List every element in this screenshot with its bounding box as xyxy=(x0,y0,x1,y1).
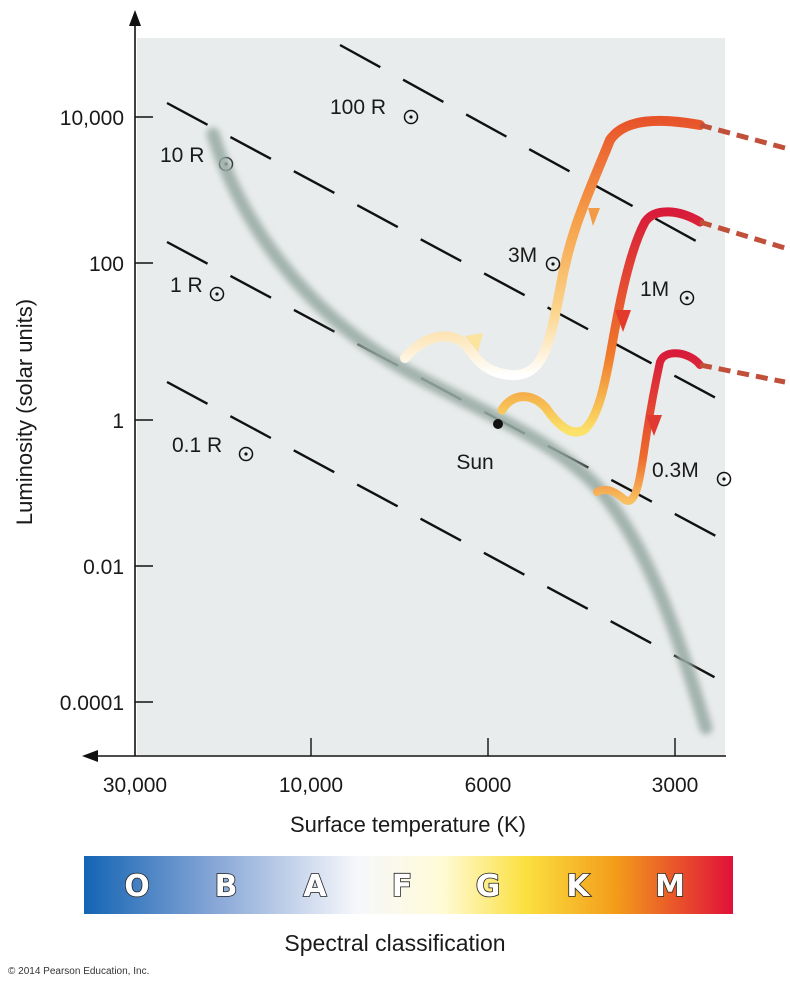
track-1m-extension xyxy=(699,219,786,251)
x-axis xyxy=(82,750,726,762)
sun-symbol-icon xyxy=(403,109,419,125)
radius-line-10 xyxy=(166,101,717,400)
arrow-down-icon xyxy=(588,208,600,226)
spectral-bar xyxy=(84,856,733,914)
main-sequence-band xyxy=(206,127,713,735)
x-tick-label: 30,000 xyxy=(103,774,167,797)
radius-label-text: 1 R xyxy=(170,274,203,297)
sun-label: Sun xyxy=(456,451,493,474)
radius-label-text: 0.1 R xyxy=(172,434,222,457)
spectral-class-label: F xyxy=(392,869,413,904)
sun-symbol-icon xyxy=(209,286,225,302)
spectral-class-label: G xyxy=(476,869,501,904)
sun-marker xyxy=(493,419,503,429)
track-label-3m: 3M xyxy=(508,244,561,272)
y-axis-title: Luminosity (solar units) xyxy=(12,299,37,525)
x-tick-label: 3000 xyxy=(652,774,699,797)
x-tick-label: 6000 xyxy=(465,774,512,797)
spectral-class-label: M xyxy=(655,869,685,904)
track-3m xyxy=(400,115,786,381)
plot-area xyxy=(137,38,725,755)
y-tick-label: 0.0001 xyxy=(60,692,124,715)
track-label-text: 3M xyxy=(508,244,537,267)
track-1m xyxy=(497,207,786,437)
sun-symbol-icon xyxy=(679,290,695,306)
x-tick-label: 10,000 xyxy=(279,774,343,797)
radius-label-01: 0.1 R xyxy=(172,434,254,462)
y-tick-label: 1 xyxy=(112,410,124,433)
track-label-1m: 1M xyxy=(640,278,695,306)
arrow-down-icon xyxy=(646,415,662,436)
x-ticks xyxy=(310,738,676,756)
track-3m-extension xyxy=(699,122,786,151)
track-label-text: 1M xyxy=(640,278,669,301)
y-tick-label: 0.01 xyxy=(83,556,124,579)
y-tick-label: 100 xyxy=(89,253,124,276)
copyright-notice: © 2014 Pearson Education, Inc. xyxy=(8,966,150,977)
spectral-title: Spectral classification xyxy=(284,930,506,956)
y-tick-label: 10,000 xyxy=(60,107,124,130)
spectral-class-label: B xyxy=(215,869,238,904)
spectral-class-label: A xyxy=(303,869,327,904)
track-03m-extension xyxy=(699,362,786,385)
sun-symbol-icon xyxy=(238,446,254,462)
y-axis xyxy=(129,10,141,756)
radius-label-100: 100 R xyxy=(330,96,419,125)
radius-label-1: 1 R xyxy=(170,274,225,302)
radius-line-01 xyxy=(166,380,717,680)
sun-symbol-icon xyxy=(545,256,561,272)
x-axis-title: Surface temperature (K) xyxy=(290,812,526,837)
spectral-class-label: O xyxy=(124,869,150,904)
spectral-class-label: K xyxy=(566,869,591,904)
track-label-03m: 0.3M xyxy=(652,459,732,487)
y-ticks xyxy=(135,116,153,703)
radius-label-text: 10 R xyxy=(160,144,204,167)
arrow-down-icon xyxy=(615,310,631,332)
sun-symbol-icon xyxy=(716,471,732,487)
track-label-text: 0.3M xyxy=(652,459,699,482)
y-axis-arrow-icon xyxy=(129,10,141,26)
track-03m xyxy=(593,349,786,505)
arrow-left-icon xyxy=(465,333,483,352)
x-axis-arrow-icon xyxy=(82,750,98,762)
radius-label-text: 100 R xyxy=(330,96,386,119)
